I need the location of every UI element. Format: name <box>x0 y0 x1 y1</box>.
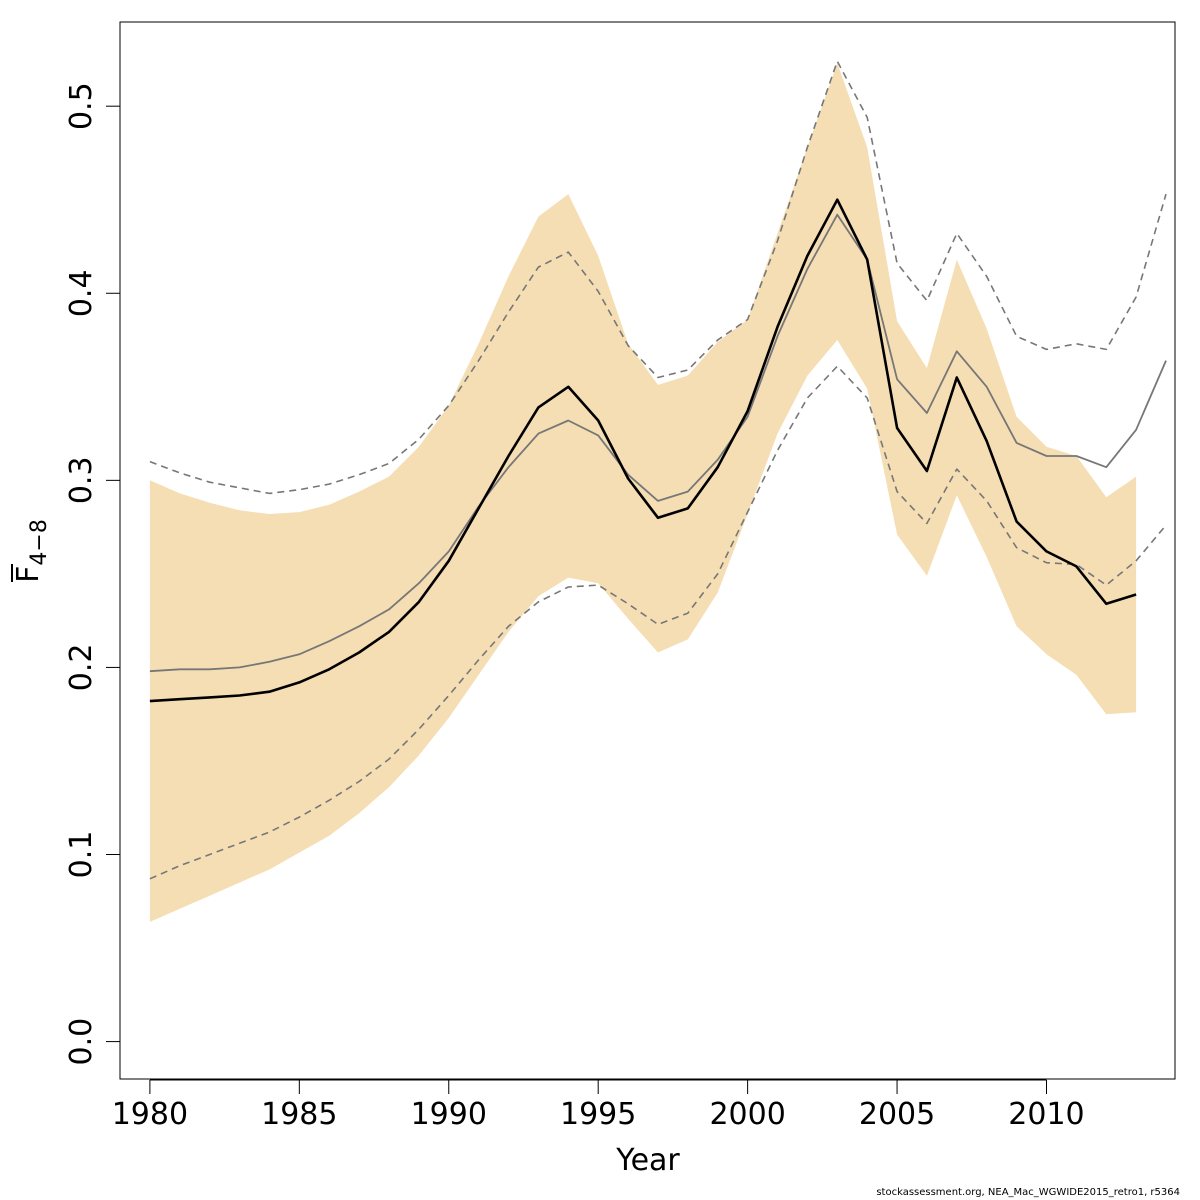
retro-estimate-line <box>149 213 1167 673</box>
lines-layer <box>149 60 1167 880</box>
y-axis: 0.0 0.1 0.2 0.3 0.4 0.5 <box>64 82 121 1066</box>
y-axis-label-main: F <box>11 566 46 583</box>
x-tick-label: 2000 <box>709 1097 785 1132</box>
x-tick-label: 1995 <box>560 1097 636 1132</box>
footer-credit: stockassessment.org, NEA_Mac_WGWIDE2015_… <box>876 1187 1180 1198</box>
x-tick-label: 2010 <box>1008 1097 1084 1132</box>
y-tick-label: 0.4 <box>64 269 99 317</box>
y-tick-label: 0.1 <box>64 831 99 879</box>
svg-text:F4−8: F4−8 <box>11 519 52 583</box>
y-tick-label: 0.2 <box>64 644 99 692</box>
y-axis-label-subscript: 4−8 <box>27 519 52 565</box>
confidence-band <box>149 63 1137 922</box>
x-tick-label: 2005 <box>859 1097 935 1132</box>
y-tick-label: 0.0 <box>64 1018 99 1066</box>
x-axis: 1980 1985 1990 1995 2000 2005 2010 <box>112 1079 1085 1132</box>
x-tick-label: 1990 <box>411 1097 487 1132</box>
y-tick-label: 0.5 <box>64 82 99 130</box>
x-axis-label: Year <box>615 1143 680 1178</box>
x-tick-label: 1980 <box>112 1097 188 1132</box>
y-tick-label: 0.3 <box>64 456 99 504</box>
confidence-band-layer <box>149 63 1137 922</box>
retro-upper-ci-line <box>149 60 1167 495</box>
estimate-line <box>149 198 1137 703</box>
y-axis-label: F4−8 <box>11 519 52 583</box>
retro-lower-ci-line <box>149 365 1167 880</box>
x-tick-label: 1985 <box>261 1097 337 1132</box>
